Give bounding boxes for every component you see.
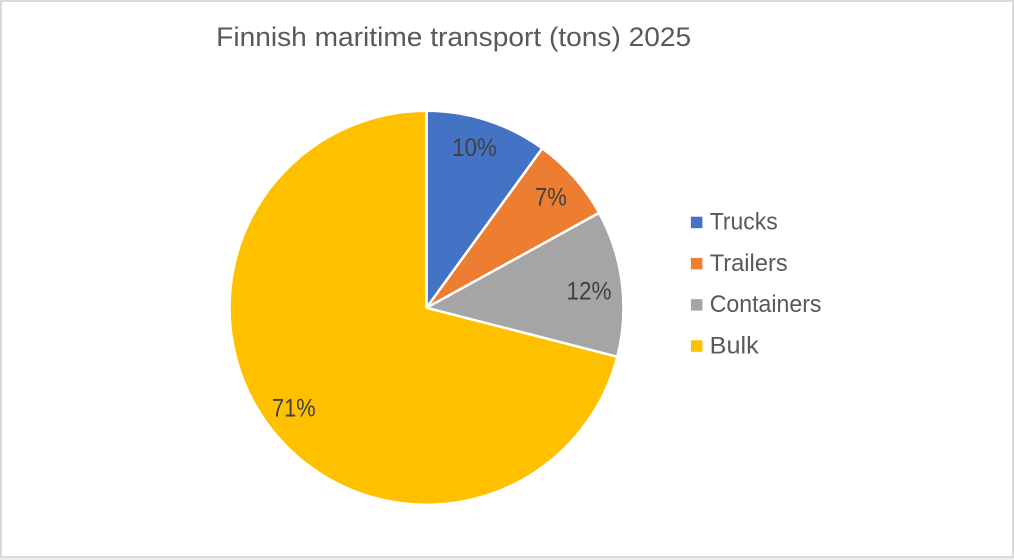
svg-text:71%: 71% xyxy=(272,394,316,422)
svg-text:12%: 12% xyxy=(566,278,611,306)
svg-text:10%: 10% xyxy=(452,134,497,162)
svg-text:Trucks: Trucks xyxy=(710,209,778,236)
svg-text:Finnish maritime transport (to: Finnish maritime transport (tons) 2025 xyxy=(216,22,691,52)
svg-text:Bulk: Bulk xyxy=(710,332,760,359)
svg-text:Containers: Containers xyxy=(710,291,822,318)
svg-text:7%: 7% xyxy=(535,184,567,212)
svg-text:Trailers: Trailers xyxy=(710,250,788,277)
